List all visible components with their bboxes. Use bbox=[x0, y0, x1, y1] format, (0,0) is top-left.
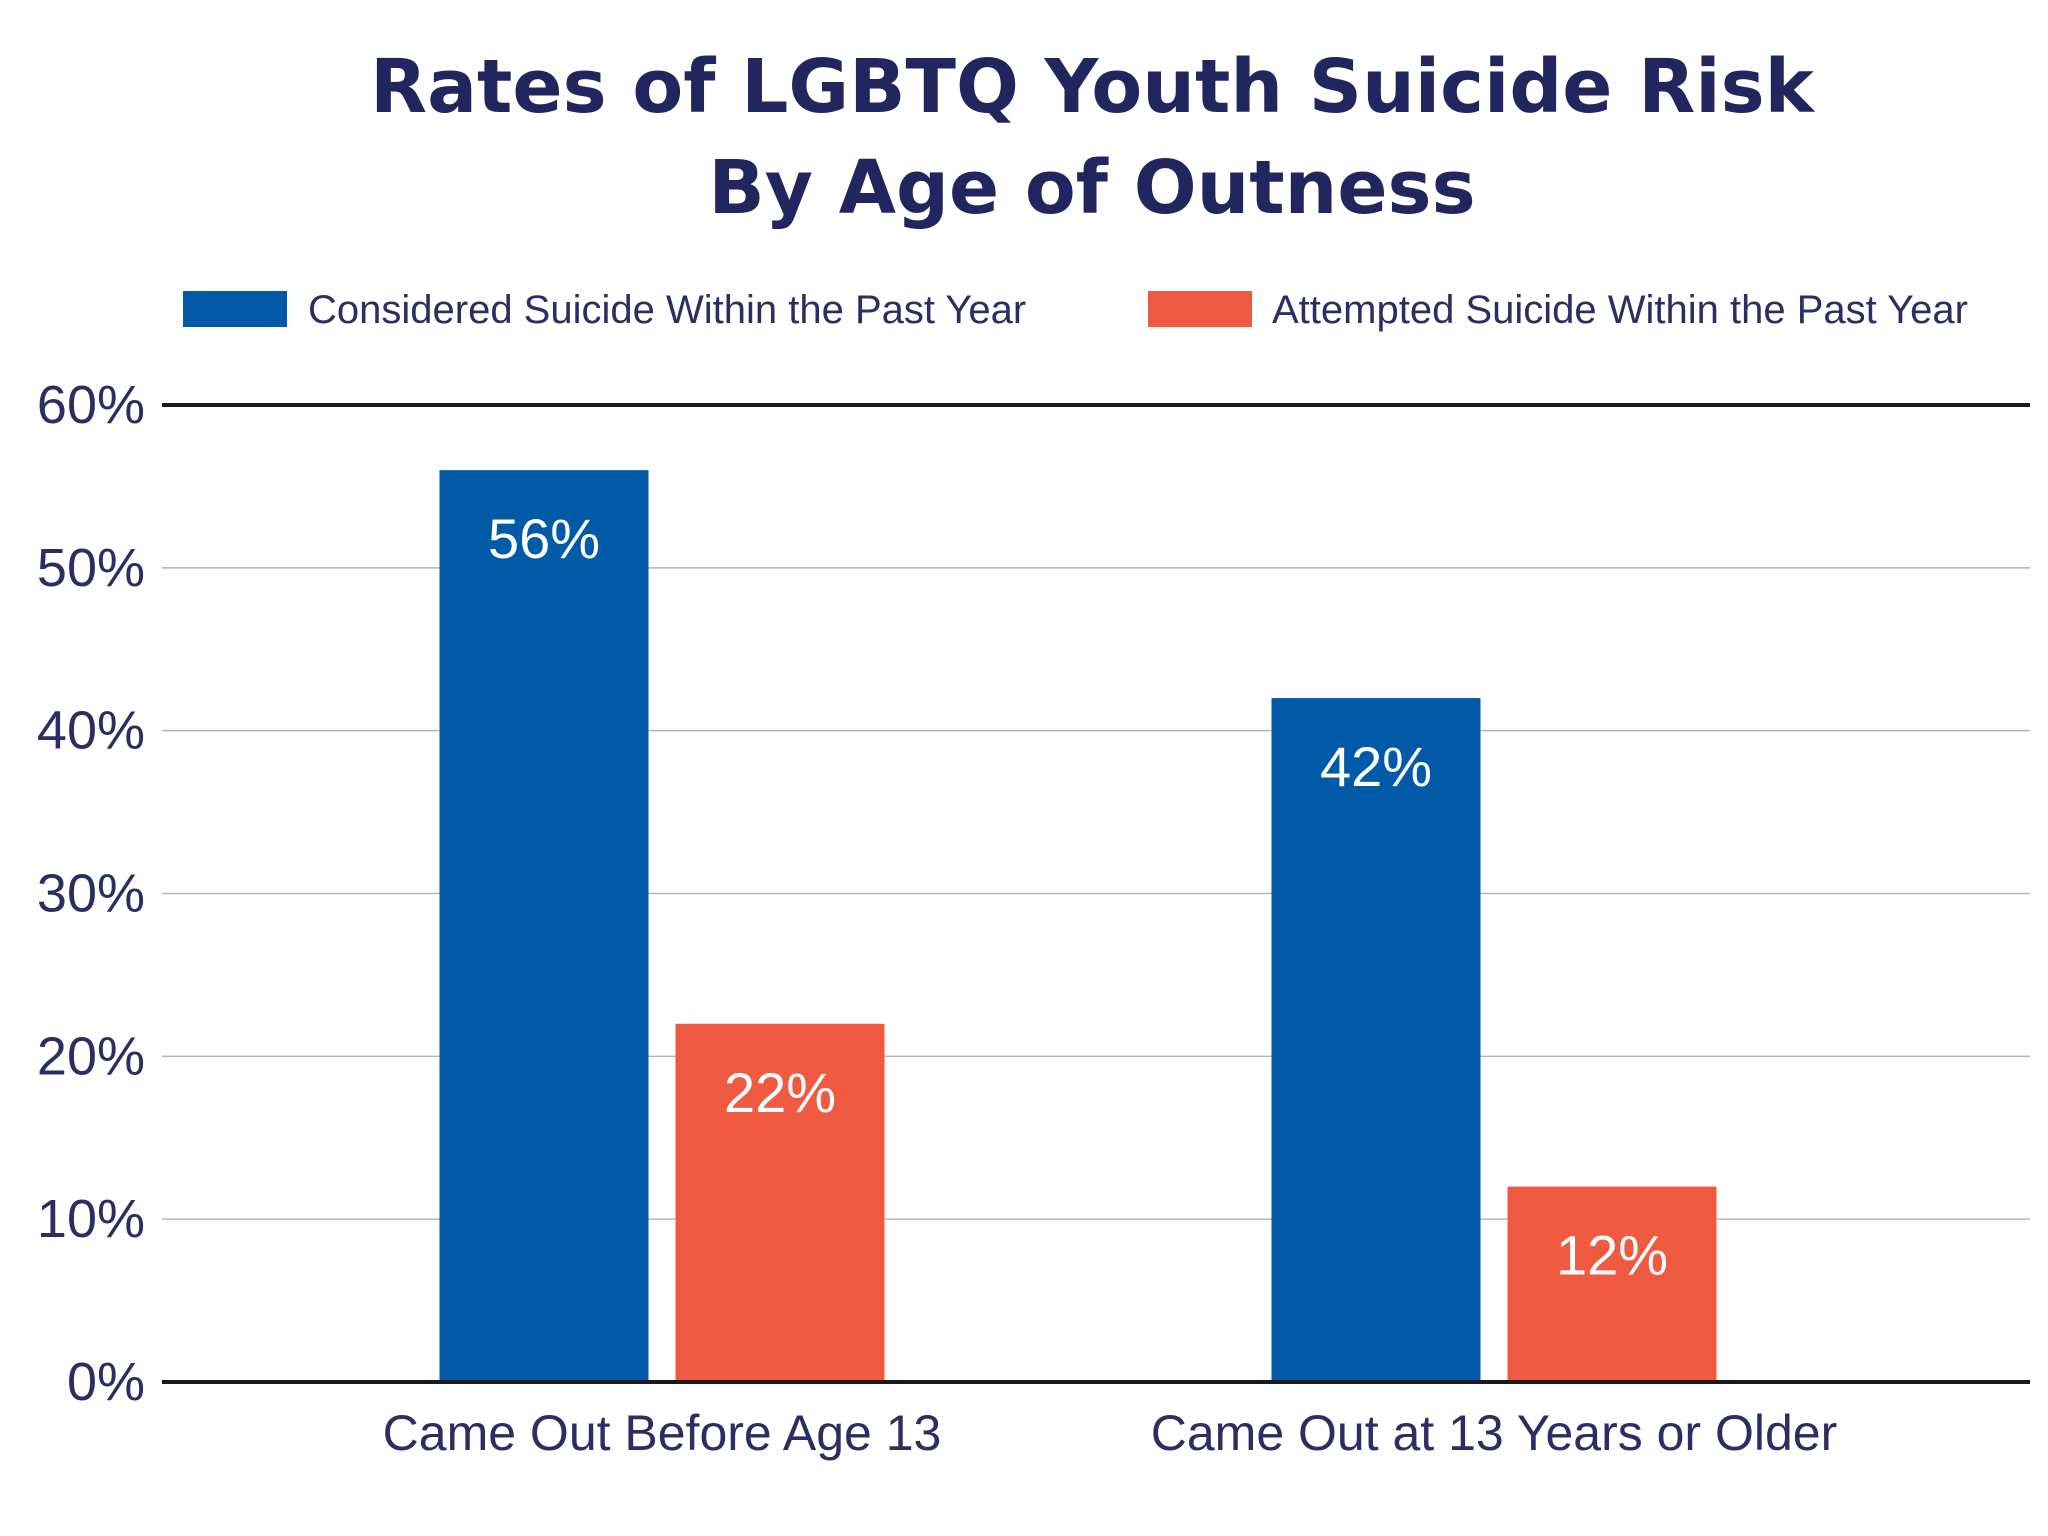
legend-swatch-attempted bbox=[1148, 291, 1252, 327]
y-tick-label-50: 50% bbox=[37, 538, 145, 598]
x-axis-categories: Came Out Before Age 13 Came Out at 13 Yea… bbox=[383, 1405, 1838, 1461]
bar-considered-1 bbox=[1271, 698, 1481, 1382]
bar-considered-0 bbox=[439, 470, 649, 1383]
axes bbox=[162, 403, 2030, 1384]
y-tick-label-60: 60% bbox=[37, 375, 145, 435]
bar-value-label-considered-0: 56% bbox=[488, 507, 600, 570]
y-tick-label-10: 10% bbox=[37, 1189, 145, 1249]
x-category-label-0: Came Out Before Age 13 bbox=[383, 1405, 942, 1461]
bar-attempted-1 bbox=[1507, 1186, 1717, 1382]
legend: Considered Suicide Within the Past Year … bbox=[183, 288, 1968, 332]
chart-title: Rates of LGBTQ Youth Suicide Risk bbox=[370, 44, 1816, 130]
y-axis-ticks: 0% 10% 20% 30% 40% 50% 60% bbox=[37, 375, 145, 1412]
legend-swatch-considered bbox=[183, 291, 287, 327]
legend-label-considered: Considered Suicide Within the Past Year bbox=[308, 288, 1026, 332]
y-tick-label-20: 20% bbox=[37, 1026, 145, 1086]
bar-attempted-0 bbox=[675, 1023, 885, 1382]
bar-value-label-attempted-1: 12% bbox=[1556, 1224, 1668, 1287]
bars: 56% 22% 42% 12% bbox=[439, 470, 1717, 1383]
chart-subtitle: By Age of Outness bbox=[708, 145, 1475, 231]
x-category-label-1: Came Out at 13 Years or Older bbox=[1151, 1405, 1837, 1461]
bar-value-label-considered-1: 42% bbox=[1320, 735, 1432, 798]
y-tick-label-40: 40% bbox=[37, 701, 145, 761]
y-tick-label-30: 30% bbox=[37, 864, 145, 924]
bar-value-label-attempted-0: 22% bbox=[724, 1061, 836, 1124]
legend-label-attempted: Attempted Suicide Within the Past Year bbox=[1272, 288, 1968, 332]
y-tick-label-0: 0% bbox=[67, 1352, 145, 1412]
